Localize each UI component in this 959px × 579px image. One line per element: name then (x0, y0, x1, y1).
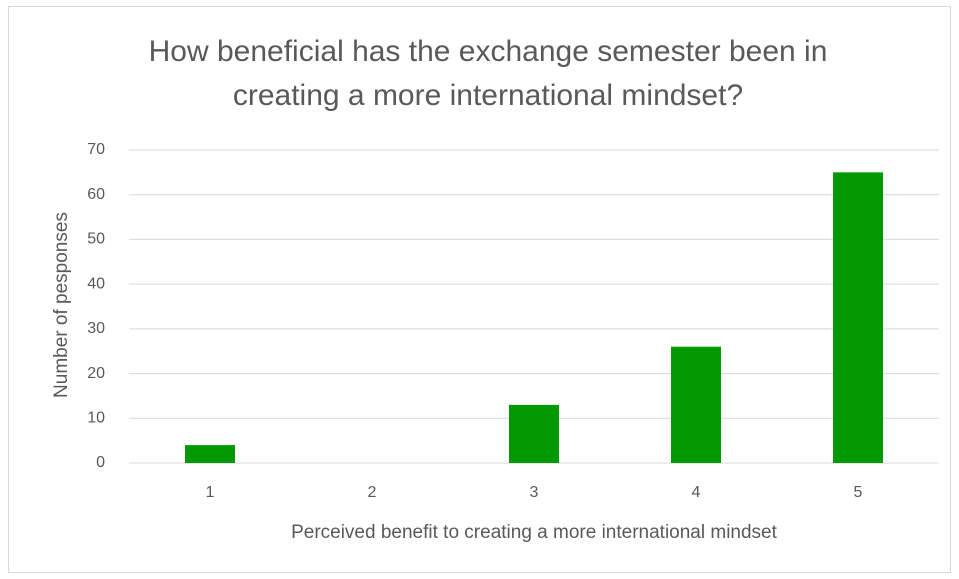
chart-border (8, 6, 951, 573)
x-tick-label: 2 (368, 484, 377, 501)
y-tick-label: 60 (87, 186, 105, 203)
bar (185, 445, 235, 463)
y-tick-label: 20 (87, 365, 105, 382)
x-tick-label: 4 (692, 484, 701, 501)
y-tick-label: 10 (87, 410, 105, 427)
x-tick-label: 3 (530, 484, 539, 501)
y-tick-label: 0 (96, 454, 105, 471)
y-tick-label: 30 (87, 320, 105, 337)
bar (833, 172, 883, 463)
y-tick-label: 40 (87, 275, 105, 292)
x-tick-label: 1 (206, 484, 215, 501)
bar (509, 404, 559, 463)
x-axis-label: Perceived benefit to creating a more int… (291, 522, 778, 543)
y-tick-label: 50 (87, 231, 105, 248)
y-axis-label: Number of pesponses (51, 212, 72, 398)
bar (671, 346, 721, 463)
y-tick-label: 70 (87, 141, 105, 158)
x-tick-label: 5 (854, 484, 863, 501)
chart-title: How beneficial has the exchange semester… (148, 35, 828, 112)
